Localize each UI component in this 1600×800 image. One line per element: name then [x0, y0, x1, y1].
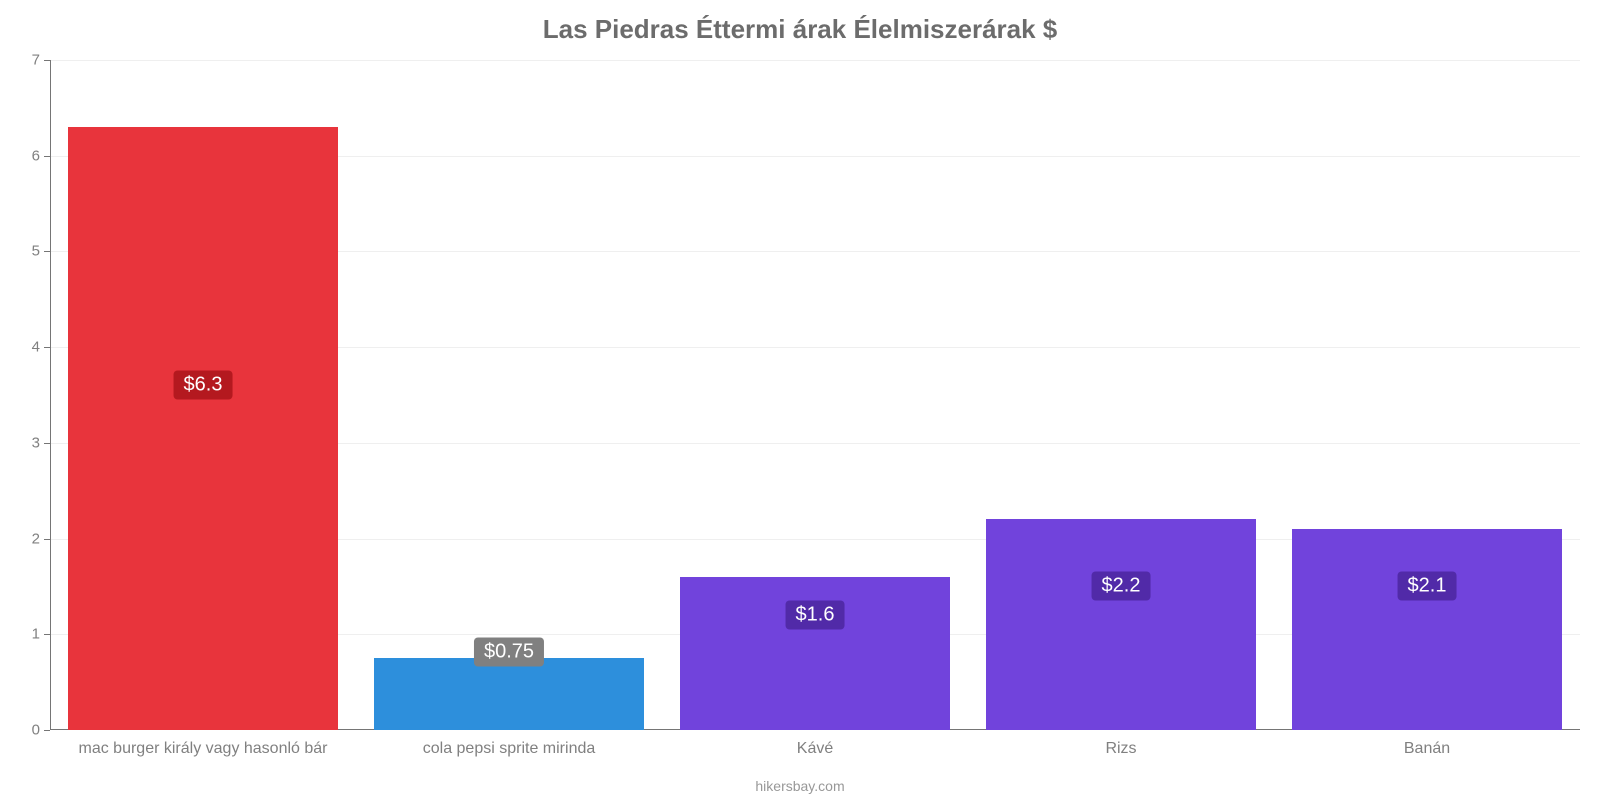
bar-value-label: $0.75: [474, 637, 544, 666]
y-tick-label: 4: [10, 339, 46, 356]
chart-bar: [986, 519, 1255, 730]
bar-value-label: $2.1: [1398, 572, 1457, 601]
chart-title: Las Piedras Éttermi árak Élelmiszerárak …: [0, 0, 1600, 45]
y-tick-label: 0: [10, 722, 46, 739]
x-category-label: Rizs: [1105, 740, 1136, 758]
bar-value-label: $6.3: [174, 371, 233, 400]
x-category-label: cola pepsi sprite mirinda: [423, 740, 596, 758]
chart-bar: [68, 127, 337, 730]
y-tick-label: 7: [10, 52, 46, 69]
y-tick-label: 3: [10, 434, 46, 451]
chart-plot-area: 01234567$6.3mac burger király vagy hason…: [50, 60, 1580, 730]
y-tick-label: 5: [10, 243, 46, 260]
x-category-label: Kávé: [797, 740, 833, 758]
chart-bar: [374, 658, 643, 730]
bar-value-label: $2.2: [1092, 572, 1151, 601]
x-category-label: mac burger király vagy hasonló bár: [78, 740, 327, 758]
bar-value-label: $1.6: [786, 601, 845, 630]
y-tick-label: 1: [10, 626, 46, 643]
y-tick-label: 2: [10, 530, 46, 547]
gridline: [50, 60, 1580, 61]
y-tick-mark: [44, 730, 50, 731]
chart-bar: [1292, 529, 1561, 730]
chart-credit: hikersbay.com: [0, 778, 1600, 794]
y-tick-label: 6: [10, 147, 46, 164]
y-axis: [50, 60, 51, 730]
x-category-label: Banán: [1404, 740, 1450, 758]
